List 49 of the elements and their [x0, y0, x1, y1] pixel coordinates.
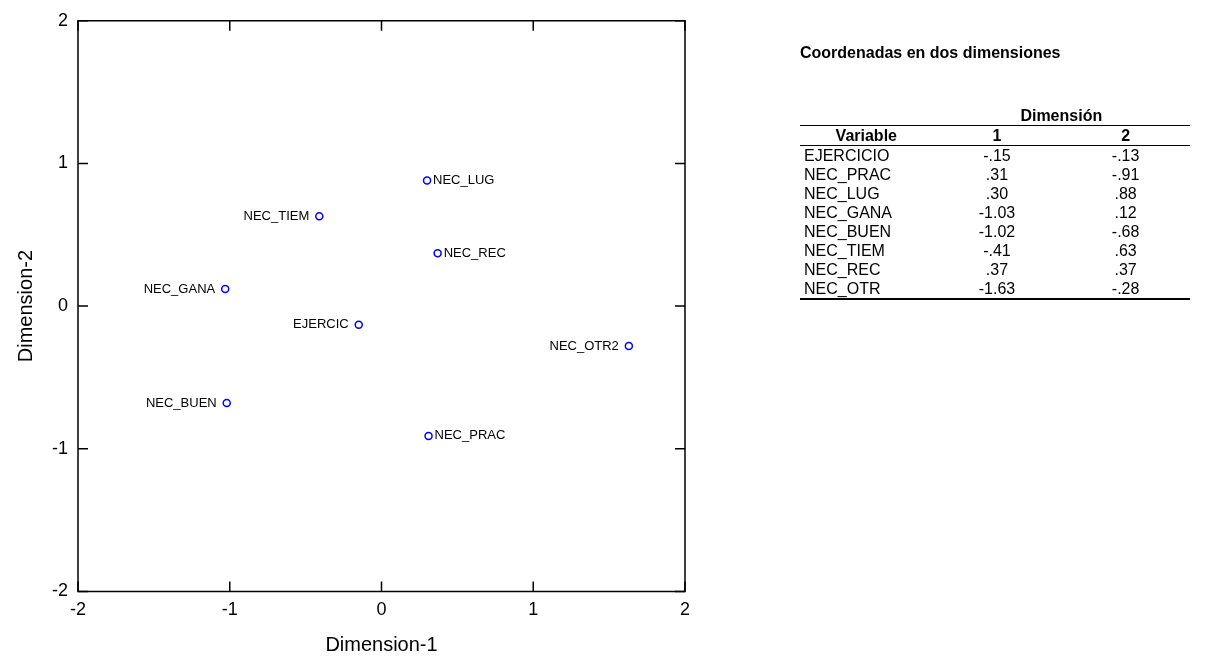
x-tick-label: 2 — [679, 599, 691, 620]
text: .31 — [984, 165, 1010, 184]
text: .63 — [1113, 241, 1138, 260]
y-tick-label: -1 — [51, 437, 68, 458]
text: EJERCICIO — [803, 146, 891, 165]
text: .30 — [984, 184, 1010, 203]
text: .37 — [1113, 260, 1138, 279]
text: .12 — [1113, 203, 1138, 222]
text: NEC_GANA — [803, 203, 894, 222]
text: -.68 — [1110, 222, 1141, 241]
annotation: NEC_OTR2 — [549, 337, 619, 353]
text: -.15 — [982, 146, 1012, 165]
x-tick-label: 1 — [528, 599, 539, 620]
text: -.41 — [982, 241, 1012, 260]
text: -.28 — [1061, 279, 1190, 299]
annotation: NEC_GANA — [143, 280, 216, 296]
text: Dimensión — [932, 106, 1190, 126]
text: NEC_OTR — [800, 279, 933, 299]
text: Variable — [800, 125, 933, 146]
annotation: EJERCIC — [293, 316, 349, 332]
y-tick-label: 1 — [57, 152, 68, 173]
text: -1.63 — [932, 279, 1062, 299]
annotation: NEC_LUG — [433, 172, 495, 188]
x-tick-label: -1 — [221, 599, 238, 620]
y-tick-label: 2 — [57, 9, 68, 30]
y-axis-title: Dimension-2 — [13, 249, 36, 363]
text: -1.02 — [977, 222, 1017, 241]
y-tick-label: 0 — [57, 295, 68, 316]
x-tick-label: 0 — [376, 599, 387, 620]
annotation: NEC_TIEM — [243, 207, 310, 223]
text: NEC_LUG — [803, 184, 881, 203]
text: NEC_BUEN — [803, 222, 893, 241]
text: NEC_REC — [803, 260, 882, 279]
text: .37 — [984, 260, 1010, 279]
x-tick-label: -2 — [70, 599, 87, 620]
text: Coordenadas en dos dimensiones — [800, 44, 1061, 62]
text: -.13 — [1110, 146, 1141, 165]
x-axis-title: Dimension-1 — [325, 632, 438, 655]
text: NEC_TIEM — [803, 241, 886, 260]
text: -1.03 — [977, 203, 1017, 222]
text: -.91 — [1110, 165, 1141, 184]
text: .88 — [1113, 184, 1138, 203]
text: NEC_PRAC — [803, 165, 893, 184]
text: 2 — [1061, 125, 1190, 146]
annotation: NEC_BUEN — [145, 394, 217, 410]
y-tick-label: -2 — [51, 580, 68, 601]
annotation: NEC_PRAC — [434, 427, 506, 443]
text: 1 — [932, 125, 1062, 146]
annotation: NEC_REC — [443, 244, 506, 260]
